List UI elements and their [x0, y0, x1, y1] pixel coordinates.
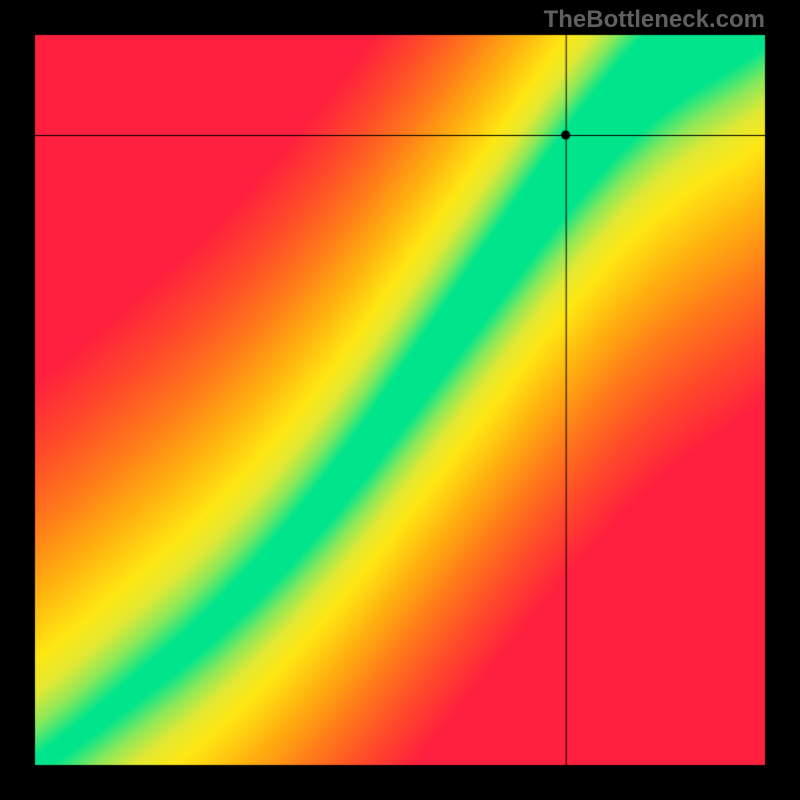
bottleneck-heatmap — [0, 0, 800, 800]
watermark-text: TheBottleneck.com — [544, 6, 765, 34]
